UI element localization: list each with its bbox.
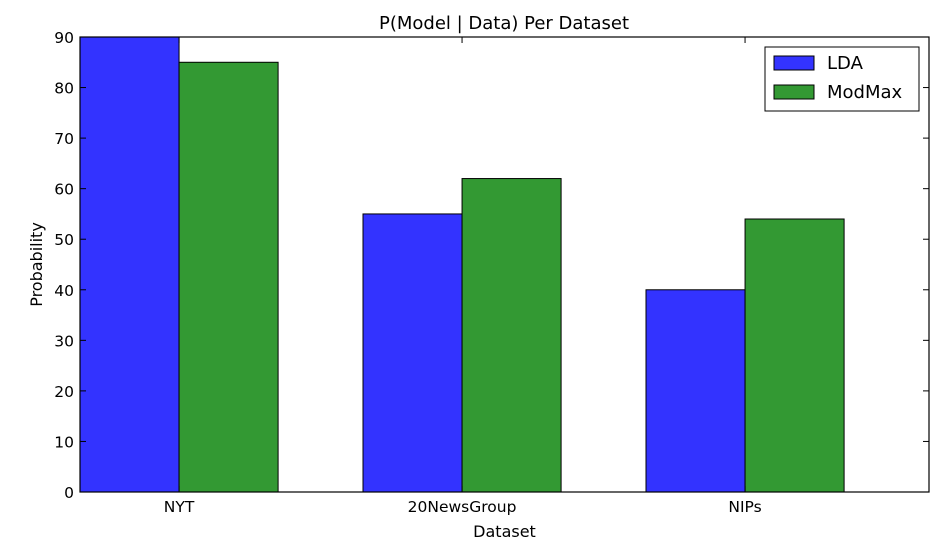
legend-label-lda: LDA bbox=[827, 53, 864, 74]
y-tick-label: 10 bbox=[54, 433, 74, 451]
ticks-group: 0 10 20 30 40 50 60 70 80 90 NYT 20NewsGroup NIPs bbox=[54, 29, 929, 516]
x-tick-label: 20NewsGroup bbox=[408, 498, 517, 516]
bar-lda-nyt bbox=[79, 36, 180, 493]
legend-label-modmax: ModMax bbox=[827, 82, 903, 103]
plot-frame bbox=[79, 36, 930, 493]
legend-swatch-lda bbox=[773, 55, 815, 71]
x-axis-label: Dataset bbox=[473, 522, 536, 541]
legend-swatch-modmax bbox=[773, 84, 815, 100]
y-tick-label: 70 bbox=[54, 130, 74, 148]
y-tick-label: 30 bbox=[54, 332, 74, 350]
y-tick-label: 50 bbox=[54, 231, 74, 249]
bar-modmax-nips bbox=[744, 218, 845, 493]
legend: LDA ModMax bbox=[764, 46, 920, 112]
y-axis-label: Probability bbox=[27, 222, 46, 307]
y-tick-label: 80 bbox=[54, 80, 74, 98]
bar-modmax-20newsgroup bbox=[461, 178, 562, 493]
bar-lda-nips bbox=[645, 289, 746, 493]
bars-group bbox=[79, 36, 845, 493]
y-tick-label: 40 bbox=[54, 282, 74, 300]
chart-title: P(Model | Data) Per Dataset bbox=[379, 13, 629, 34]
x-tick-label: NIPs bbox=[728, 498, 761, 516]
x-tick-label: NYT bbox=[164, 498, 195, 516]
y-tick-label: 90 bbox=[54, 29, 74, 47]
y-tick-label: 20 bbox=[54, 383, 74, 401]
y-tick-label: 60 bbox=[54, 181, 74, 199]
bar-lda-20newsgroup bbox=[362, 213, 463, 493]
bar-modmax-nyt bbox=[178, 61, 279, 493]
y-tick-label: 0 bbox=[64, 484, 74, 502]
